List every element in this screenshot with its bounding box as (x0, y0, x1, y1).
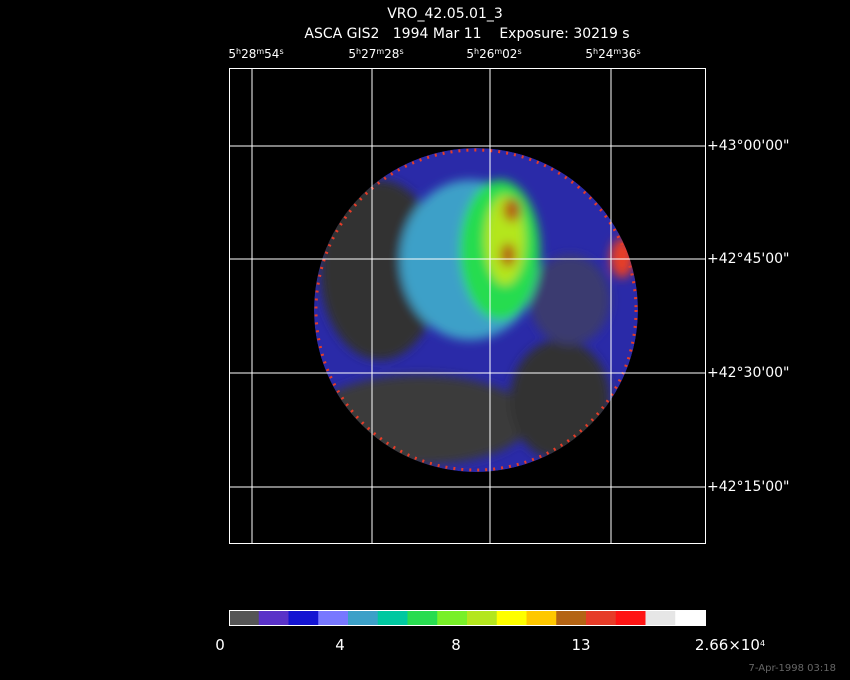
colorbar-swatch (645, 611, 676, 625)
colorbar-frame (229, 610, 706, 626)
text-part: 54 (264, 47, 279, 61)
colorbar-label: 2.66×104 (695, 636, 765, 654)
colorbar-label: 8 (451, 636, 461, 654)
colorbar-swatch (437, 611, 468, 625)
superscript: s (517, 47, 521, 56)
colorbar-swatch (377, 611, 408, 625)
colorbar-swatch (229, 611, 260, 625)
dec-label: +42°30'00" (707, 365, 789, 381)
dec-label: +42°45'00" (707, 251, 789, 267)
text-part: 5 (228, 47, 236, 61)
colorbar-label: 4 (335, 636, 345, 654)
colorbar-swatch (675, 611, 706, 625)
colorbar-label: 13 (571, 636, 590, 654)
text-part: 5 (466, 47, 474, 61)
dec-label: +43°00'00" (707, 138, 789, 154)
colorbar-swatch (496, 611, 527, 625)
colorbar-swatch (556, 611, 587, 625)
superscript: h (474, 47, 479, 56)
timestamp: 7-Apr-1998 03:18 (749, 663, 836, 674)
text-part: 5 (585, 47, 593, 61)
superscript: h (236, 47, 241, 56)
colorbar-swatch (526, 611, 557, 625)
text-part: 28 (241, 47, 256, 61)
ra-label: 5h27m28s (348, 47, 403, 62)
colorbar-swatch (615, 611, 646, 625)
coord-grid (229, 68, 706, 544)
text-part: 24 (598, 47, 613, 61)
text-part: 0 (215, 636, 225, 654)
colorbar-swatch (258, 611, 289, 625)
superscript: s (279, 47, 283, 56)
colorbar-label: 0 (215, 636, 225, 654)
colorbar-swatch (407, 611, 438, 625)
colorbar-swatch (467, 611, 498, 625)
text-part: 2.66×10 (695, 636, 760, 654)
superscript: m (613, 47, 621, 56)
text-part: 02 (502, 47, 517, 61)
text-part: 5 (348, 47, 356, 61)
superscript: 4 (760, 639, 765, 648)
text-part: 28 (384, 47, 399, 61)
superscript: s (636, 47, 640, 56)
superscript: m (494, 47, 502, 56)
superscript: s (399, 47, 403, 56)
sky-image (314, 148, 638, 472)
text-part: 8 (451, 636, 461, 654)
colorbar-swatch (586, 611, 617, 625)
dec-label: +42°15'00" (707, 479, 789, 495)
text-part: 13 (571, 636, 590, 654)
subtitle: ASCA GIS2 1994 Mar 11 Exposure: 30219 s (304, 26, 629, 42)
ra-label: 5h28m54s (228, 47, 283, 62)
superscript: m (376, 47, 384, 56)
text-part: 27 (361, 47, 376, 61)
colorbar-swatch (288, 611, 319, 625)
title: VRO_42.05.01_3 (387, 6, 503, 22)
colorbar-swatch (348, 611, 379, 625)
text-part: 26 (479, 47, 494, 61)
text-part: 36 (621, 47, 636, 61)
colorbar-swatch (318, 611, 349, 625)
superscript: h (593, 47, 598, 56)
ra-label: 5h26m02s (466, 47, 521, 62)
superscript: m (256, 47, 264, 56)
ra-label: 5h24m36s (585, 47, 640, 62)
text-part: 4 (335, 636, 345, 654)
superscript: h (356, 47, 361, 56)
